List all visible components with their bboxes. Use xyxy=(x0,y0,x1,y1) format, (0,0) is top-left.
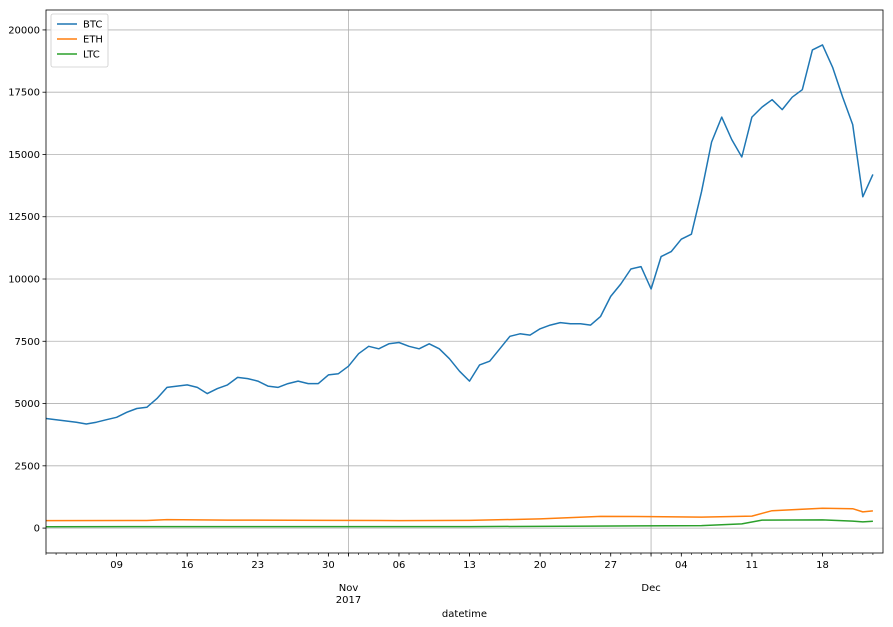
x-tick-label: 09 xyxy=(110,560,123,571)
x-tick-label: 18 xyxy=(816,560,829,571)
x-tick-label: 04 xyxy=(675,560,688,571)
legend-label: BTC xyxy=(83,20,102,31)
y-tick-label: 7500 xyxy=(15,337,40,348)
x-tick-label: 13 xyxy=(463,560,476,571)
x-tick-label: 20 xyxy=(534,560,547,571)
x-tick-label: 06 xyxy=(393,560,406,571)
y-axis-ticks: 0 2500 5000 7500 10000 12500 15000 17500 20000 xyxy=(8,25,46,535)
x-tick-label: 23 xyxy=(251,560,264,571)
legend-label: ETH xyxy=(83,35,103,46)
x-major-tick-label: Dec xyxy=(641,583,660,594)
plot-frame xyxy=(45,9,884,554)
x-tick-label: 16 xyxy=(181,560,194,571)
legend-label: LTC xyxy=(83,50,100,61)
y-tick-label: 20000 xyxy=(8,25,40,36)
y-tick-label: 12500 xyxy=(8,212,40,223)
x-tick-label: 30 xyxy=(322,560,335,571)
y-tick-label: 2500 xyxy=(15,461,40,472)
legend: BTC ETH LTC xyxy=(50,13,109,68)
x-major-tick-sublabel: 2017 xyxy=(336,595,361,606)
series-lines xyxy=(45,44,874,528)
series-line-ltc xyxy=(45,519,873,528)
series-line-btc xyxy=(45,44,874,425)
y-tick-label: 5000 xyxy=(15,399,40,410)
grid xyxy=(46,10,883,553)
x-tick-label: 11 xyxy=(746,560,759,571)
x-tick-label: 27 xyxy=(604,560,617,571)
y-tick-label: 10000 xyxy=(8,275,40,286)
x-major-tick-label: Nov xyxy=(339,583,359,594)
y-tick-label: 0 xyxy=(34,524,40,535)
x-axis-label: datetime xyxy=(442,609,487,620)
y-tick-label: 15000 xyxy=(8,150,40,161)
y-tick-label: 17500 xyxy=(8,88,40,99)
series-line-eth xyxy=(45,507,873,522)
